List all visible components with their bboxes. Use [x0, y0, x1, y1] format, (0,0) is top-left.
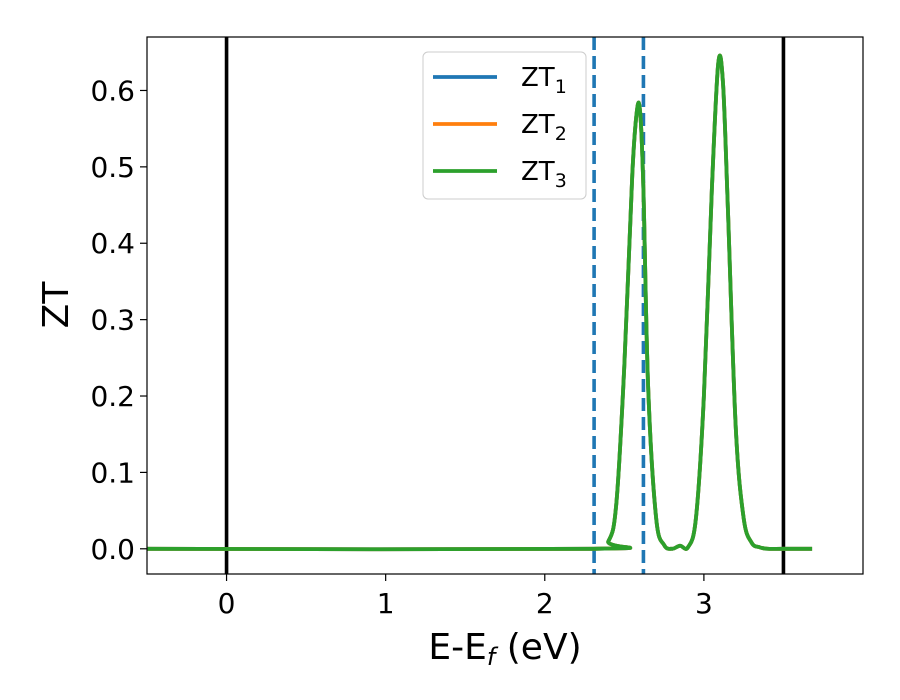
x-axis-ticks: 0 1 2 3	[218, 574, 713, 620]
plot-frame	[146, 36, 864, 575]
legend-label: ZT3	[521, 157, 567, 192]
y-tick-label: 0.0	[90, 533, 135, 566]
legend-entry-1: ZT1	[433, 63, 567, 98]
y-axis-label: ZT	[36, 281, 77, 329]
y-tick-label: 0.5	[90, 151, 135, 184]
x-axis-label-main: E-E	[428, 627, 486, 668]
legend-label: ZT2	[521, 110, 567, 145]
x-tick-label: 1	[377, 587, 395, 620]
y-axis-ticks: 0.0 0.1 0.2 0.3 0.4 0.5 0.6	[90, 74, 147, 566]
y-tick-label: 0.2	[90, 380, 135, 413]
x-tick-label: 3	[695, 587, 713, 620]
legend-label: ZT1	[521, 63, 567, 98]
vertical-lines	[224, 37, 786, 574]
legend-frame	[422, 51, 587, 200]
y-tick-label: 0.6	[90, 74, 135, 107]
series-lines	[147, 53, 813, 552]
series-line-3	[147, 53, 813, 552]
x-axis-label-unit: (eV)	[495, 627, 581, 668]
y-tick-label: 0.4	[90, 227, 135, 260]
legend-entry-3: ZT3	[433, 157, 567, 192]
legend: ZT1 ZT2 ZT3	[422, 51, 587, 200]
x-axis-label: E-Ef (eV)	[428, 627, 581, 671]
y-tick-label: 0.1	[90, 456, 135, 489]
x-tick-label: 0	[218, 587, 236, 620]
legend-entry-2: ZT2	[433, 110, 567, 145]
x-tick-label: 2	[536, 587, 554, 620]
y-tick-label: 0.3	[90, 304, 135, 337]
